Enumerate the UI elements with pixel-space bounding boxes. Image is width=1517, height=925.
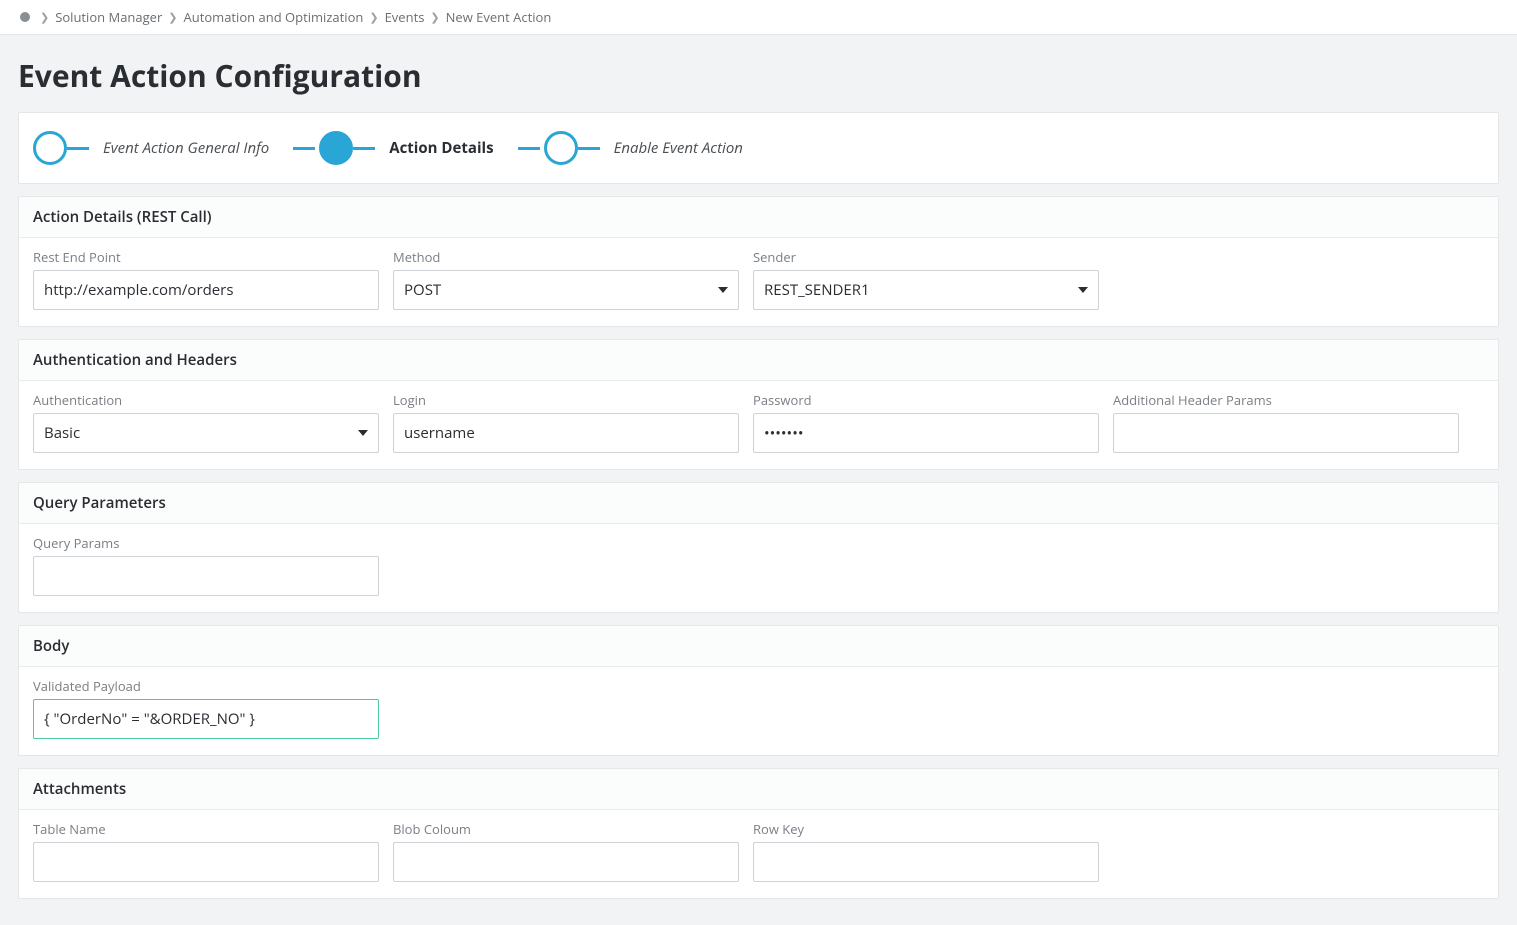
field-label: Sender [753, 248, 1099, 266]
wizard-step-label: Action Details [389, 138, 493, 158]
body-panel: Body Validated Payload [18, 625, 1499, 756]
login-group: Login [393, 391, 739, 453]
wizard-step-general-info[interactable]: Event Action General Info [33, 131, 293, 165]
select-value: POST [404, 280, 441, 300]
page-title: Event Action Configuration [18, 55, 1499, 96]
field-label: Table Name [33, 820, 379, 838]
action-details-panel: Action Details (REST Call) Rest End Poin… [18, 196, 1499, 327]
field-label: Login [393, 391, 739, 409]
blob-column-input[interactable] [393, 842, 739, 882]
caret-down-icon [358, 430, 368, 436]
panel-header: Query Parameters [19, 483, 1498, 524]
chevron-right-icon: ❯ [430, 10, 439, 25]
step-connector-icon [293, 147, 315, 150]
sender-select[interactable]: REST_SENDER1 [753, 270, 1099, 310]
field-label: Validated Payload [33, 677, 379, 695]
password-group: Password [753, 391, 1099, 453]
query-params-input[interactable] [33, 556, 379, 596]
caret-down-icon [1078, 287, 1088, 293]
wizard-step-action-details[interactable]: Action Details [293, 131, 517, 165]
chevron-right-icon: ❯ [168, 10, 177, 25]
wizard-step-enable[interactable]: Enable Event Action [518, 131, 767, 165]
panel-header: Action Details (REST Call) [19, 197, 1498, 238]
breadcrumb-item[interactable]: Automation and Optimization [184, 8, 364, 26]
wizard-step-label: Enable Event Action [614, 138, 743, 158]
step-connector-icon [67, 147, 89, 150]
chevron-right-icon: ❯ [40, 10, 49, 25]
rest-endpoint-input[interactable] [33, 270, 379, 310]
breadcrumb-dot-icon [20, 12, 30, 22]
additional-headers-group: Additional Header Params [1113, 391, 1459, 453]
select-value: Basic [44, 423, 80, 443]
panel-header: Authentication and Headers [19, 340, 1498, 381]
panel-header: Attachments [19, 769, 1498, 810]
attachments-panel: Attachments Table Name Blob Coloum Row K… [18, 768, 1499, 899]
field-label: Method [393, 248, 739, 266]
step-connector-icon [578, 147, 600, 150]
auth-panel: Authentication and Headers Authenticatio… [18, 339, 1499, 470]
panel-header: Body [19, 626, 1498, 667]
breadcrumb-item[interactable]: Events [385, 8, 425, 26]
authentication-select[interactable]: Basic [33, 413, 379, 453]
field-label: Authentication [33, 391, 379, 409]
login-input[interactable] [393, 413, 739, 453]
step-circle-icon [319, 131, 353, 165]
validated-payload-group: Validated Payload [33, 677, 379, 739]
password-input[interactable] [753, 413, 1099, 453]
query-panel: Query Parameters Query Params [18, 482, 1499, 613]
step-connector-icon [518, 147, 540, 150]
field-label: Rest End Point [33, 248, 379, 266]
authentication-group: Authentication Basic [33, 391, 379, 453]
field-label: Query Params [33, 534, 379, 552]
additional-headers-input[interactable] [1113, 413, 1459, 453]
field-label: Row Key [753, 820, 1099, 838]
breadcrumb: ❯ Solution Manager ❯ Automation and Opti… [0, 0, 1517, 35]
validated-payload-input[interactable] [33, 699, 379, 739]
field-label: Password [753, 391, 1099, 409]
rest-endpoint-group: Rest End Point [33, 248, 379, 310]
step-circle-icon [544, 131, 578, 165]
breadcrumb-item[interactable]: Solution Manager [55, 8, 162, 26]
chevron-right-icon: ❯ [369, 10, 378, 25]
wizard-steps: Event Action General Info Action Details… [19, 113, 1498, 183]
wizard-panel: Event Action General Info Action Details… [18, 112, 1499, 184]
step-circle-icon [33, 131, 67, 165]
method-group: Method POST [393, 248, 739, 310]
row-key-input[interactable] [753, 842, 1099, 882]
step-connector-icon [353, 147, 375, 150]
method-select[interactable]: POST [393, 270, 739, 310]
table-name-group: Table Name [33, 820, 379, 882]
query-params-group: Query Params [33, 534, 379, 596]
select-value: REST_SENDER1 [764, 280, 870, 300]
table-name-input[interactable] [33, 842, 379, 882]
caret-down-icon [718, 287, 728, 293]
wizard-step-label: Event Action General Info [103, 138, 269, 158]
row-key-group: Row Key [753, 820, 1099, 882]
field-label: Blob Coloum [393, 820, 739, 838]
field-label: Additional Header Params [1113, 391, 1459, 409]
blob-column-group: Blob Coloum [393, 820, 739, 882]
sender-group: Sender REST_SENDER1 [753, 248, 1099, 310]
breadcrumb-item: New Event Action [446, 8, 552, 26]
